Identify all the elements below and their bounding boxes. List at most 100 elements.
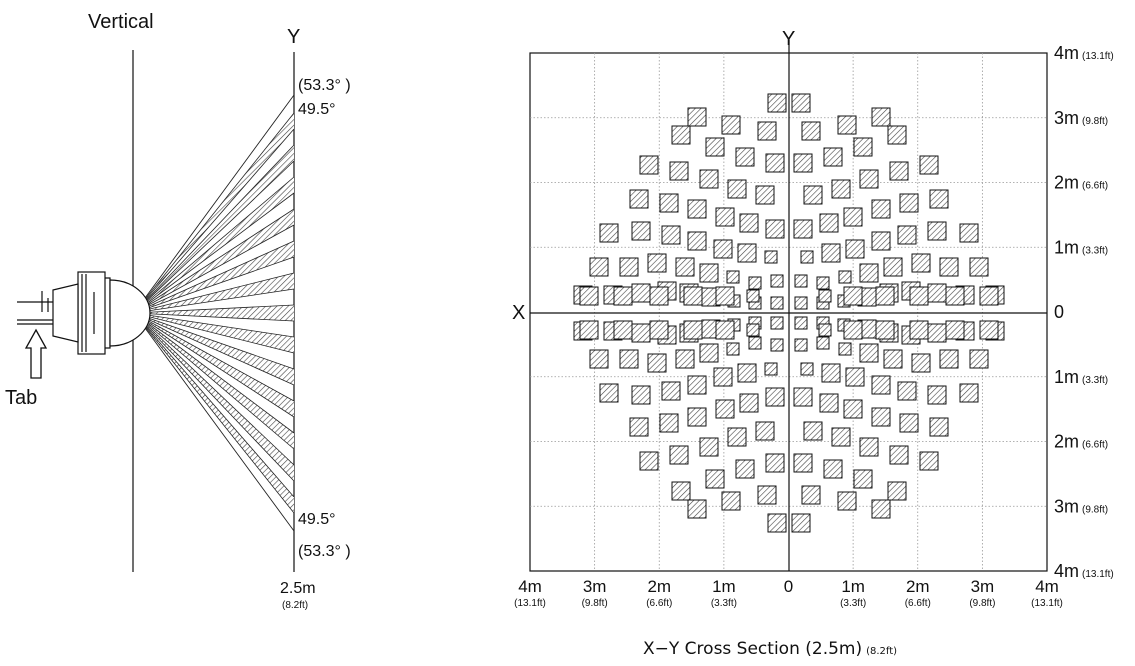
detection-zone bbox=[649, 286, 669, 306]
detection-zone bbox=[845, 367, 865, 387]
detection-zone bbox=[735, 147, 755, 167]
fan-ray bbox=[133, 312, 295, 498]
right-scale-label: 2m (6.6ft) bbox=[1054, 173, 1108, 193]
detection-zone bbox=[629, 417, 649, 437]
detection-zone bbox=[579, 286, 599, 306]
detection-zone bbox=[737, 363, 757, 383]
vertical-view: Vertical Y (53.3° ) 49.5° 49.5° (53.3° )… bbox=[5, 11, 351, 611]
bottom-scale-feet: (13.1ft) bbox=[1031, 598, 1063, 609]
detection-zone bbox=[927, 221, 947, 241]
detection-zone bbox=[871, 199, 891, 219]
detection-zone bbox=[871, 107, 891, 127]
detection-zone bbox=[853, 137, 873, 157]
detection-zone bbox=[843, 286, 863, 306]
right-scale-meters: 3m bbox=[1054, 496, 1079, 516]
detection-zone bbox=[639, 155, 659, 175]
right-scale-label: 0 bbox=[1054, 302, 1064, 322]
detection-zone bbox=[683, 320, 703, 340]
angle-top-outer: (53.3° ) bbox=[298, 77, 351, 94]
detection-zone bbox=[687, 231, 707, 251]
fan-ray bbox=[133, 312, 295, 450]
vertical-title: Vertical bbox=[88, 11, 154, 33]
detection-zone bbox=[871, 231, 891, 251]
detection-zone bbox=[871, 375, 891, 395]
detection-zone bbox=[816, 336, 830, 350]
detection-zone bbox=[661, 225, 681, 245]
tab-label: Tab bbox=[5, 387, 37, 409]
detection-zone bbox=[699, 169, 719, 189]
detection-zone bbox=[631, 323, 651, 343]
detection-zone bbox=[831, 427, 851, 447]
detection-zone bbox=[823, 459, 843, 479]
detection-zone bbox=[803, 185, 823, 205]
sensor-device-icon bbox=[17, 271, 151, 355]
detection-zone bbox=[765, 387, 785, 407]
right-scale-label: 4m (13.1ft) bbox=[1054, 43, 1114, 63]
right-scale-feet: (13.1ft) bbox=[1082, 51, 1114, 62]
detection-zone bbox=[979, 286, 999, 306]
fan-ray bbox=[133, 256, 295, 314]
detection-zone bbox=[579, 320, 599, 340]
cross-axis-y-label: Y bbox=[782, 28, 795, 50]
angle-top-inner: 49.5° bbox=[298, 101, 336, 118]
detection-zone bbox=[647, 353, 667, 373]
right-scale-labels: 4m (13.1ft)3m (9.8ft)2m (6.6ft)1m (3.3ft)01m… bbox=[1054, 43, 1114, 581]
right-scale-meters: 1m bbox=[1054, 237, 1079, 257]
fan-ray bbox=[133, 224, 295, 314]
distance-label: 2.5m bbox=[280, 580, 316, 597]
detection-zone bbox=[794, 316, 808, 330]
detection-zone bbox=[721, 491, 741, 511]
fan-ray bbox=[133, 112, 295, 314]
detection-zone bbox=[705, 469, 725, 489]
vertical-axis-y-label: Y bbox=[287, 26, 300, 48]
detection-zone bbox=[845, 239, 865, 259]
detection-zone bbox=[945, 286, 965, 306]
detection-zone bbox=[821, 243, 841, 263]
detection-zone bbox=[589, 257, 609, 277]
detection-zone bbox=[757, 121, 777, 141]
bottom-scale-meters: 2m bbox=[906, 577, 930, 596]
detection-zone bbox=[770, 274, 784, 288]
detection-zone bbox=[715, 399, 735, 419]
detection-zone bbox=[757, 485, 777, 505]
detection-zone bbox=[687, 107, 707, 127]
detection-zone bbox=[770, 296, 784, 310]
detection-zone bbox=[687, 499, 707, 519]
bottom-scale-feet: (9.8ft) bbox=[969, 598, 995, 609]
detection-zone bbox=[794, 296, 808, 310]
detection-zone bbox=[819, 213, 839, 233]
detection-zone bbox=[819, 393, 839, 413]
angle-bottom-inner: 49.5° bbox=[298, 511, 336, 528]
fan-ray bbox=[133, 176, 295, 314]
detection-zone bbox=[859, 169, 879, 189]
fan-ray bbox=[133, 288, 295, 314]
detection-zone bbox=[613, 286, 633, 306]
detection-zone bbox=[669, 161, 689, 181]
right-scale-meters: 1m bbox=[1054, 367, 1079, 387]
detection-zone bbox=[875, 320, 895, 340]
detection-zone bbox=[715, 207, 735, 227]
detection-zone bbox=[599, 223, 619, 243]
detection-zone bbox=[715, 286, 735, 306]
detection-zone bbox=[959, 223, 979, 243]
bottom-scale-feet: (3.3ft) bbox=[840, 598, 866, 609]
detection-zone bbox=[816, 276, 830, 290]
right-scale-label: 2m (6.6ft) bbox=[1054, 432, 1108, 452]
bottom-scale-meters: 4m bbox=[1035, 577, 1059, 596]
detection-zone bbox=[927, 323, 947, 343]
detection-zone bbox=[859, 263, 879, 283]
detection-zone bbox=[699, 263, 719, 283]
fan-outer-ray bbox=[133, 94, 295, 314]
detection-zone bbox=[939, 349, 959, 369]
detection-zone bbox=[919, 451, 939, 471]
detection-zone bbox=[927, 283, 947, 303]
detection-zone bbox=[889, 161, 909, 181]
detection-zone bbox=[727, 179, 747, 199]
detection-zone bbox=[726, 270, 740, 284]
detection-zone bbox=[687, 199, 707, 219]
detection-zone bbox=[737, 243, 757, 263]
bottom-scale-feet: (9.8ft) bbox=[582, 598, 608, 609]
right-scale-feet: (6.6ft) bbox=[1082, 440, 1108, 451]
fan-ray bbox=[133, 312, 295, 402]
